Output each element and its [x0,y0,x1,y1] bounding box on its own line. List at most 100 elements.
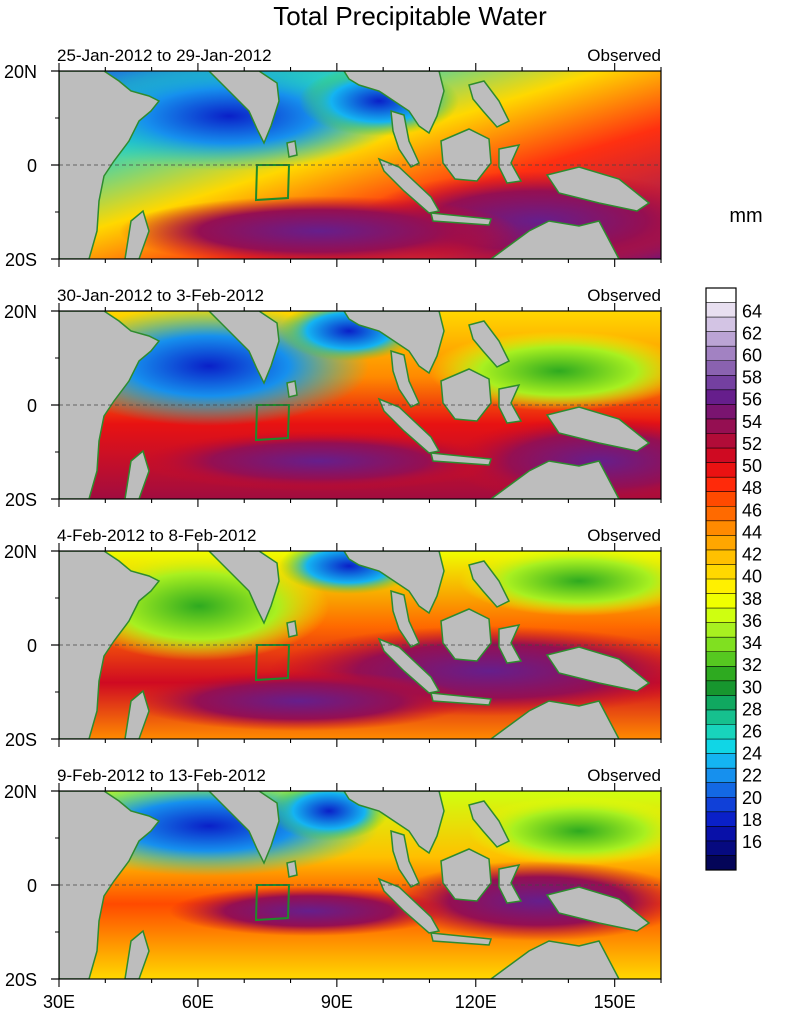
colorbar-swatch [706,404,736,420]
colorbar-swatch [706,389,736,405]
lat-label-1-1: 20N [4,62,37,82]
colorbar-label-18: 18 [742,810,762,830]
map-panel-4: 9-Feb-2012 to 13-Feb-2012 Observed [57,766,662,980]
colorbar-swatch [706,593,736,609]
colorbar-swatch [706,855,736,871]
colorbar-label-54: 54 [742,412,762,432]
lat-label-2-1: 20N [4,302,37,322]
colorbar-swatch [706,317,736,332]
colorbar-swatch [706,520,736,536]
colorbar-label-60: 60 [742,346,762,366]
colorbar-swatch [706,418,736,434]
lat-label-1-3: 20S [5,250,37,270]
colorbar-swatch [706,826,736,842]
colorbar-swatch [706,782,736,798]
figure-title: Total Precipitable Water [273,1,547,31]
colorbar-label-36: 36 [742,611,762,631]
colorbar-swatch [706,797,736,813]
map-panel-2: 30-Jan-2012 to 3-Feb-2012 Observed [57,286,662,500]
panel-3-label: Observed [587,526,661,545]
colorbar-label-22: 22 [742,766,762,786]
colorbar-swatch [706,840,736,856]
colorbar-swatch [706,564,736,580]
colorbar-swatch [706,288,736,303]
colorbar-swatch [706,622,736,638]
panel-1-period: 25-Jan-2012 to 29-Jan-2012 [57,46,272,65]
colorbar-label-42: 42 [742,545,762,565]
longitude-labels: 30E 60E 90E 120E 150E [43,992,636,1012]
colorbar-swatch [706,360,736,376]
colorbar-swatch [706,506,736,522]
colorbar-label-64: 64 [742,301,762,321]
lat-label-4-3: 20S [5,970,37,990]
colorbar-swatch [706,739,736,754]
colorbar-swatch [706,637,736,653]
panel-4-label: Observed [587,766,661,785]
lat-label-3-3: 20S [5,730,37,750]
colorbar-swatch [706,608,736,623]
lat-label-4-2: 0 [27,876,37,896]
colorbar-label-58: 58 [742,368,762,388]
colorbar-label-24: 24 [742,744,762,764]
colorbar-label-46: 46 [742,500,762,520]
lon-label-90E: 90E [321,992,353,1012]
colorbar-label-16: 16 [742,832,762,852]
lon-label-120E: 120E [455,992,497,1012]
colorbar-label-38: 38 [742,589,762,609]
panel-4-period: 9-Feb-2012 to 13-Feb-2012 [57,766,266,785]
colorbar-label-50: 50 [742,456,762,476]
lat-label-2-2: 0 [27,396,37,416]
colorbar-label-20: 20 [742,788,762,808]
lat-label-3-2: 0 [27,636,37,656]
colorbar-swatch [706,375,736,391]
colorbar-swatch [706,709,736,725]
colorbar-label-62: 62 [742,323,762,343]
colorbar-label-32: 32 [742,655,762,675]
panel-3-period: 4-Feb-2012 to 8-Feb-2012 [57,526,256,545]
latitude-labels: 20N 0 20S 20N 0 20S 20N 0 20S 20N 0 20S [4,62,37,990]
colorbar-swatch [706,448,736,463]
colorbar-label-26: 26 [742,721,762,741]
colorbar-label-52: 52 [742,434,762,454]
colorbar-swatch [706,549,736,565]
lat-label-3-1: 20N [4,542,37,562]
colorbar-label-40: 40 [742,567,762,587]
colorbar-swatch [706,811,736,827]
colorbar-swatch [706,331,736,347]
map-panel-1: 25-Jan-2012 to 29-Jan-2012 Observed [57,46,662,260]
colorbar-label-34: 34 [742,633,762,653]
colorbar-units: mm [729,205,762,227]
map-panel-3: 4-Feb-2012 to 8-Feb-2012 Observed [57,526,662,740]
colorbar-label-44: 44 [742,522,762,542]
colorbar-swatch [706,651,736,667]
panel-1-label: Observed [587,46,661,65]
lat-label-4-1: 20N [4,782,37,802]
lat-label-1-2: 0 [27,156,37,176]
colorbar-swatch [706,579,736,594]
colorbar-swatch [706,666,736,682]
colorbar-swatch [706,695,736,711]
colorbar-label-48: 48 [742,478,762,498]
colorbar-swatch [706,433,736,449]
colorbar-label-28: 28 [742,699,762,719]
colorbar-label-56: 56 [742,390,762,410]
colorbar-swatch [706,768,736,783]
lon-label-60E: 60E [182,992,214,1012]
colorbar-swatch [706,680,736,696]
colorbar [705,287,737,871]
colorbar-frame [705,287,737,871]
lon-label-30E: 30E [43,992,75,1012]
colorbar-swatch [706,302,736,318]
colorbar-swatch [706,753,736,769]
colorbar-label-30: 30 [742,677,762,697]
colorbar-swatch [706,477,736,492]
panel-2-period: 30-Jan-2012 to 3-Feb-2012 [57,286,264,305]
colorbar-swatch [706,724,736,740]
colorbar-swatch [706,535,736,551]
panel-2-label: Observed [587,286,661,305]
colorbar-swatch [706,462,736,478]
lon-label-150E: 150E [594,992,636,1012]
colorbar-swatch [706,346,736,362]
lat-label-2-3: 20S [5,490,37,510]
